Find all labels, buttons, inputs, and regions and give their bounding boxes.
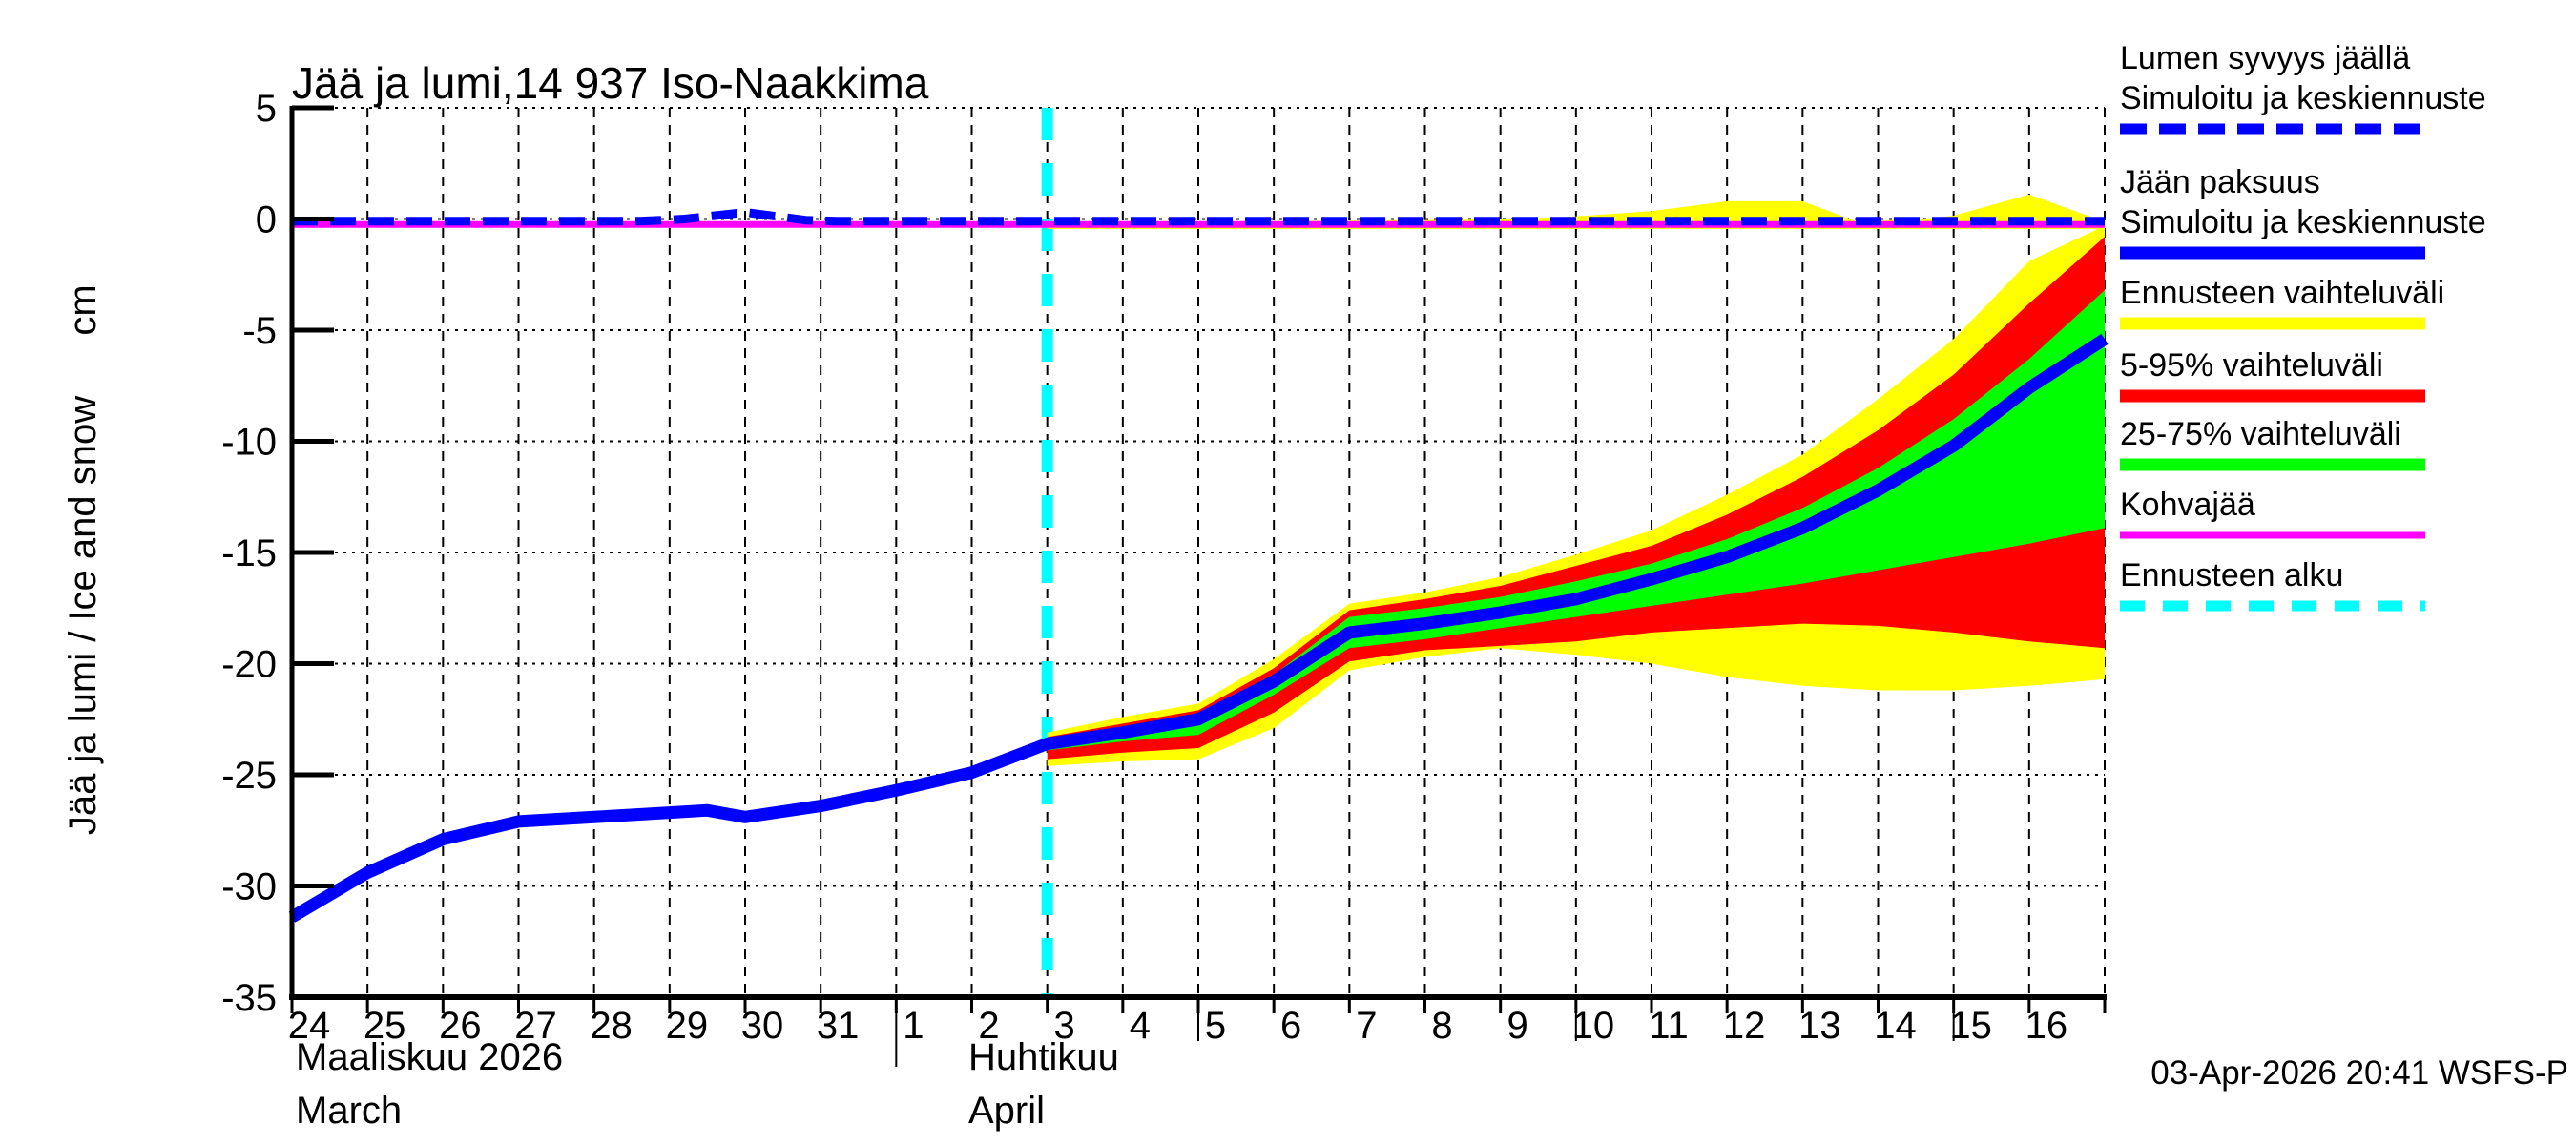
x-tick-label: 4 xyxy=(1130,1005,1151,1047)
y-axis-label: Jää ja lumi / Ice and snow xyxy=(62,396,104,835)
y-tick-label: -30 xyxy=(221,866,277,908)
data-lines xyxy=(288,208,2109,923)
legend-label: Ennusteen vaihteluväli xyxy=(2120,275,2444,311)
x-tick-label: 7 xyxy=(1356,1005,1377,1047)
x-tick-label: 10 xyxy=(1572,1005,1615,1047)
y-tick-label: -5 xyxy=(242,310,277,352)
y-axis-unit: cm xyxy=(62,284,104,335)
x-tick-label: 2 xyxy=(978,1005,999,1047)
x-tick-label: 31 xyxy=(817,1005,860,1047)
legend-item: Jään paksuus Simuloitu ja keskiennuste xyxy=(2120,164,2486,260)
x-tick-label: 12 xyxy=(1723,1005,1766,1047)
x-tick-label: 29 xyxy=(666,1005,709,1047)
x-tick-label: 16 xyxy=(2025,1005,2068,1047)
month-label-april-en: April xyxy=(968,1090,1045,1132)
x-tick-label: 1 xyxy=(903,1005,924,1047)
legend-item: Lumen syvyys jäällä Simuloitu ja keskienn… xyxy=(2120,40,2486,135)
legend-label: Simuloitu ja keskiennuste xyxy=(2120,204,2486,240)
legend-item: Ennusteen vaihteluväli xyxy=(2120,275,2444,330)
month-label-march-fi: Maaliskuu 2026 xyxy=(296,1036,563,1078)
y-tick-label: -15 xyxy=(221,532,277,574)
legend-label: Ennusteen alku xyxy=(2120,557,2343,593)
legend-label: Simuloitu ja keskiennuste xyxy=(2120,80,2486,116)
timestamp: 03-Apr-2026 20:41 WSFS-P xyxy=(2150,1054,2568,1092)
x-tick-label: 27 xyxy=(514,1005,557,1047)
x-tick-label: 11 xyxy=(1649,1005,1689,1047)
gridlines xyxy=(292,107,2106,997)
legend-label: Lumen syvyys jäällä xyxy=(2120,40,2410,76)
line-ice_thickness_simulated_median xyxy=(288,333,2109,923)
x-tick-label: 15 xyxy=(1949,1005,1992,1047)
legend-label: 5-95% vaihteluväli xyxy=(2120,347,2383,384)
x-tick-label: 6 xyxy=(1280,1005,1301,1047)
y-tick-label: -10 xyxy=(221,422,277,464)
axes xyxy=(289,105,2107,1067)
legend-item: Kohvajää xyxy=(2120,487,2425,539)
legend-item: Ennusteen alku xyxy=(2120,557,2425,612)
legend-label: 25-75% vaihteluväli xyxy=(2120,416,2401,452)
chart-title: Jää ja lumi,14 937 Iso-Naakkima xyxy=(292,58,929,108)
y-tick-label: 0 xyxy=(256,199,277,241)
x-tick-label: 13 xyxy=(1798,1005,1841,1047)
x-tick-label: 8 xyxy=(1431,1005,1452,1047)
x-tick-label: 26 xyxy=(439,1005,482,1047)
legend-label: Jään paksuus xyxy=(2120,164,2320,200)
month-label-march-en: March xyxy=(296,1090,402,1132)
band-ice_range_25_75 xyxy=(1047,290,2105,751)
x-tick-label: 5 xyxy=(1205,1005,1226,1047)
x-tick-label: 28 xyxy=(590,1005,633,1047)
x-tick-label: 30 xyxy=(741,1005,784,1047)
x-tick-label: 25 xyxy=(364,1005,406,1047)
month-label-april-fi: Huhtikuu xyxy=(968,1036,1119,1078)
legend: Lumen syvyys jäällä Simuloitu ja keskienn… xyxy=(2120,40,2486,612)
line-snow_depth_on_ice_simulated_median xyxy=(292,208,2105,226)
x-tick-label: 3 xyxy=(1054,1005,1075,1047)
band-ice_forecast_range xyxy=(1047,225,2105,766)
y-tick-label: 5 xyxy=(256,88,277,130)
legend-item: 5-95% vaihteluväli xyxy=(2120,347,2425,403)
legend-item: 25-75% vaihteluväli xyxy=(2120,416,2425,471)
y-tick-label: -25 xyxy=(221,755,277,797)
x-tick-label: 14 xyxy=(1874,1005,1917,1047)
y-tick-label: -35 xyxy=(221,977,277,1019)
y-tick-label: -20 xyxy=(221,644,277,686)
x-tick-label: 9 xyxy=(1507,1005,1528,1047)
x-tick-label: 24 xyxy=(288,1005,331,1047)
legend-label: Kohvajää xyxy=(2120,487,2255,523)
